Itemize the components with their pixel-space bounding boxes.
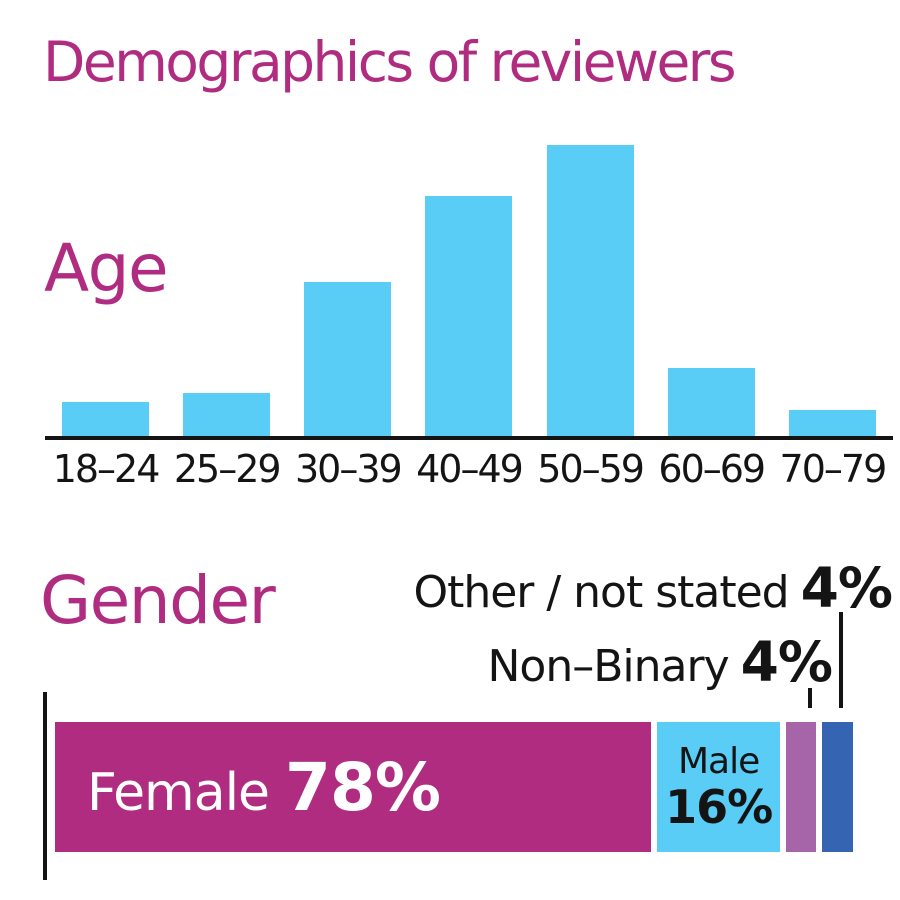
age-tick-label: 50–59 <box>537 447 645 491</box>
gender-segment-female: Female 78% <box>55 722 652 852</box>
age-tick-label: 18–24 <box>52 447 161 491</box>
age-bar-column <box>651 138 772 436</box>
callout-nonbinary: Non–Binary 4% <box>487 630 834 694</box>
age-bar-50–59 <box>546 145 634 436</box>
female-name-text: Female <box>87 762 270 823</box>
age-tick-label: 30–39 <box>294 447 403 491</box>
age-tick-label: 70–79 <box>779 447 888 491</box>
age-section-heading: Age <box>44 230 169 307</box>
age-x-axis-tick-labels: 18–24 25–29 30–39 40–49 50–59 60–69 70–79 <box>45 447 893 491</box>
callout-other-label: Other / not stated <box>413 567 789 618</box>
callout-other-value: 4% <box>800 556 893 620</box>
male-percent-text: 16% <box>665 779 773 834</box>
age-tick-label: 40–49 <box>416 447 524 491</box>
callout-nonbinary-value: 4% <box>740 630 833 694</box>
age-bar-column <box>772 138 893 436</box>
age-bar-column <box>530 138 651 436</box>
gender-y-axis-line <box>43 692 47 880</box>
callout-nonbinary-label: Non–Binary <box>487 641 730 692</box>
age-bar-column <box>45 138 166 436</box>
age-bar-60–69 <box>667 368 755 436</box>
male-name-text: Male <box>678 740 760 782</box>
age-bar-40–49 <box>425 196 513 436</box>
callout-leader-line-nonbinary <box>808 688 812 708</box>
gender-section-heading: Gender <box>40 562 276 639</box>
age-bar-column <box>166 138 287 436</box>
gender-segment-male: Male 16% <box>657 722 780 852</box>
age-bar-70–79 <box>788 410 876 436</box>
female-segment-label: Female 78% <box>87 748 441 826</box>
gender-segment-other-not-stated <box>822 722 853 852</box>
age-bar-25–29 <box>183 393 271 436</box>
gender-segment-nonbinary <box>785 722 817 852</box>
callout-leader-line-other <box>839 612 843 708</box>
age-bar-18–24 <box>62 402 150 436</box>
female-percent-text: 78% <box>285 748 441 826</box>
age-bar-30–39 <box>304 282 392 436</box>
age-bar-column <box>408 138 529 436</box>
page-title: Demographics of reviewers <box>43 30 737 94</box>
age-bar-chart <box>45 138 893 436</box>
age-tick-label: 60–69 <box>658 447 766 491</box>
age-bar-column <box>287 138 408 436</box>
age-tick-label: 25–29 <box>173 447 282 491</box>
gender-stacked-bar: Female 78% Male 16% <box>55 722 853 852</box>
callout-other-not-stated: Other / not stated 4% <box>413 556 893 620</box>
age-x-axis-line <box>45 436 893 440</box>
